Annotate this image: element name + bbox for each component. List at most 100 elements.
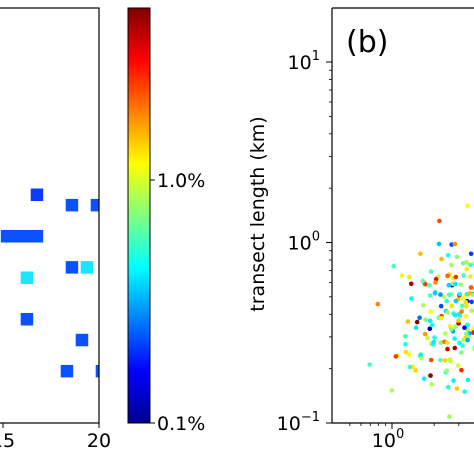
scatter-point (458, 350, 464, 355)
scatter-point (468, 285, 474, 290)
colorbar-tick-label-bottom: 0.1% (157, 413, 205, 435)
scatter-point (445, 273, 450, 279)
scatter-point (449, 262, 454, 268)
scatter-point (427, 318, 433, 324)
scatter-point (459, 303, 465, 309)
scatter-y-tick-label: 10−1 (277, 410, 320, 435)
scatter-point (460, 343, 465, 349)
heatmap-cell (20, 230, 34, 243)
scatter-point (460, 261, 466, 266)
scatter-point (446, 282, 452, 288)
heatmap-cell (20, 271, 34, 284)
scatter-y-axis-title: transect length (km) (247, 116, 269, 311)
scatter-point (461, 273, 466, 278)
scatter-point (413, 325, 419, 331)
heatmap-panel: 1520 (0, 7, 114, 452)
scatter-point (448, 358, 453, 364)
scatter-point (429, 382, 434, 387)
scatter-point (465, 322, 471, 328)
scatter-point (451, 378, 456, 383)
heatmap-x-ticks: 1520 (0, 423, 111, 452)
scatter-point (469, 308, 474, 313)
scatter-point (433, 280, 438, 285)
scatter-point (462, 325, 467, 331)
scatter-point (453, 324, 458, 330)
scatter-point (421, 376, 427, 382)
scatter-point (457, 340, 462, 346)
scatter-point (471, 330, 474, 335)
scatter-point (464, 304, 469, 309)
scatter-point (470, 292, 474, 297)
scatter-point (442, 331, 448, 336)
scatter-point (463, 300, 469, 305)
scatter-point (459, 367, 464, 373)
scatter-point (464, 266, 470, 272)
scatter-point (425, 335, 430, 341)
colorbar-gradient (127, 7, 151, 424)
scatter-point (442, 358, 448, 363)
scatter-point (419, 355, 424, 361)
scatter-point (454, 386, 460, 391)
heatmap-cell (75, 333, 89, 347)
scatter-point (423, 317, 428, 322)
scatter-point (453, 281, 458, 287)
scatter-point (418, 352, 424, 358)
scatter-point (436, 241, 442, 247)
scatter-x-tick-label: 100 (372, 427, 404, 452)
scatter-point (469, 299, 474, 305)
scatter-point (438, 292, 443, 297)
panel-label-b: (b) (346, 25, 388, 60)
scatter-point (453, 312, 458, 318)
scatter-point (461, 337, 466, 343)
heatmap-cell (10, 230, 24, 243)
scatter-point (453, 298, 459, 304)
scatter-point (444, 298, 449, 304)
scatter-point (439, 256, 444, 262)
heatmap-cell (0, 230, 14, 243)
scatter-point (459, 309, 464, 315)
scatter-point (407, 364, 413, 370)
scatter-point (452, 336, 457, 341)
heatmap-cell (101, 230, 114, 243)
scatter-point (428, 357, 434, 363)
scatter-point (455, 363, 461, 369)
scatter-point (444, 340, 450, 346)
scatter-point (438, 357, 443, 363)
scatter-point (465, 327, 471, 332)
scatter-point (432, 290, 438, 296)
heatmap-cell (65, 198, 79, 212)
scatter-point (445, 346, 450, 352)
scatter-point (452, 345, 458, 351)
heatmap-cells (0, 188, 114, 378)
scatter-point (468, 251, 474, 257)
scatter-point (437, 218, 442, 224)
scatter-point (403, 334, 408, 339)
scatter-point (420, 278, 426, 284)
scatter-point (367, 362, 372, 367)
scatter-point (427, 293, 433, 298)
scatter-point (457, 292, 463, 297)
scatter-point (428, 373, 433, 378)
scatter-point (432, 335, 437, 340)
scatter-point (449, 303, 455, 309)
scatter-point (464, 203, 470, 209)
scatter-point (454, 254, 460, 260)
scatter-point (445, 310, 450, 315)
scatter-point (439, 316, 444, 321)
scatter-point (444, 368, 450, 374)
scatter-point (427, 326, 433, 332)
scatter-point (403, 341, 408, 347)
heatmap-cell (95, 364, 99, 378)
scatter-point (453, 274, 459, 280)
scatter-point (431, 339, 437, 345)
scatter-point (407, 274, 412, 280)
scatter-point (409, 296, 414, 301)
scatter-point (465, 377, 471, 383)
scatter-point (447, 414, 452, 420)
scatter-point (422, 282, 428, 287)
scatter-panel: transect length (km) 10−1 100 101 100 (b) (247, 7, 474, 452)
colorbar-tick-label-top: 1.0% (157, 170, 205, 192)
scatter-point (465, 337, 470, 343)
scatter-point (445, 253, 451, 258)
